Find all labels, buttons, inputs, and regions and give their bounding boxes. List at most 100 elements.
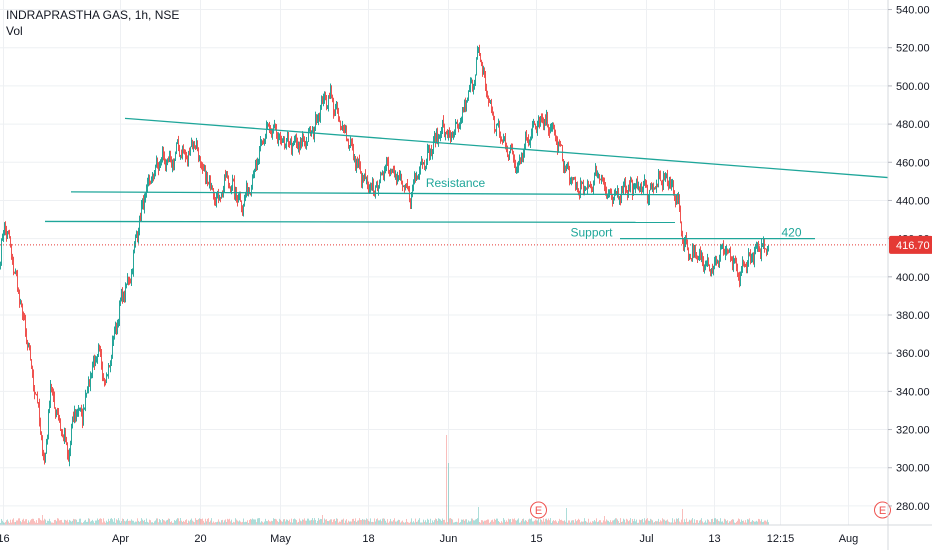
volume-bar [653,522,654,525]
volume-bar [519,522,520,525]
volume-bar [219,521,220,525]
volume-bar [155,520,156,525]
volume-bar [734,522,735,525]
annotation-label: 420 [781,226,801,240]
volume-bar [457,522,458,525]
trend-lines[interactable] [44,117,889,240]
volume-bar [142,519,143,525]
volume-bar [557,522,558,525]
volume-bar [280,519,281,525]
volume-bar [594,520,595,525]
volume-bar [553,520,554,525]
volume-bar [162,519,163,525]
volume-bar [445,522,446,525]
earnings-marker-icon[interactable] [874,501,891,519]
volume-bar [487,519,488,525]
trend-line-support[interactable] [44,220,676,224]
volume-bar [215,522,216,525]
volume-bar [301,521,302,525]
volume-bar [476,518,477,525]
volume-bar [144,519,145,525]
volume-bar [307,518,308,525]
volume-bar [496,518,497,525]
volume-bar [472,518,473,525]
volume-bar [200,518,201,525]
volume-bar [491,520,492,525]
volume-bar [136,521,137,525]
trend-line-upper[interactable] [124,117,889,179]
volume-bar [85,519,86,525]
volume-bar [530,519,531,525]
volume-bar [629,520,630,525]
volume-bar [463,519,464,525]
volume-bar [278,522,279,525]
volume-bar [510,519,511,525]
volume-bar [287,519,288,525]
volume-bar [527,521,528,525]
volume-bar [258,518,259,525]
time-axis[interactable]: 16 Apr 20 May 18 Jun 15 Jul 13 12:15 Aug [0,533,858,545]
volume-bar [71,521,72,525]
volume-bar [672,518,673,525]
volume-bar [284,519,285,525]
volume-bar [185,520,186,525]
volume-bar [116,519,117,525]
volume-bar [91,520,92,525]
volume-bar [186,519,187,525]
volume-bar [22,519,23,525]
volume-bar [175,520,176,525]
trend-line-resistance[interactable] [70,191,679,196]
x-tick-label: Apr [112,533,129,545]
volume-bar [427,518,428,525]
volume-bar [709,521,710,525]
volume-bar [332,522,333,525]
volume-bar [377,518,378,525]
volume-bar [276,519,277,525]
volume-bar [458,518,459,525]
volume-bar [179,521,180,525]
volume-bar [231,519,232,525]
price-axis[interactable]: 540.00520.00500.00480.00460.00440.00420.… [888,5,930,513]
volume-bar [544,521,545,525]
volume-bar [269,521,270,525]
volume-bar [220,522,221,525]
volume-bar [374,518,375,525]
earnings-marker-icon[interactable] [530,501,547,519]
volume-bar [62,522,63,525]
volume-bar [666,520,667,525]
volume-bar [12,519,13,525]
volume-bar [204,522,205,525]
volume-bar [455,521,456,525]
volume-bar [100,518,101,525]
volume-bar [664,519,665,525]
volume-bar [388,522,389,525]
volume-bar [291,518,292,525]
volume-bar [627,519,628,525]
volume-bar [505,521,506,525]
volume-bar [164,520,165,525]
volume-bar [201,519,202,525]
volume-bar [447,522,448,525]
volume-bar [229,518,230,525]
volume-bar [221,520,222,525]
volume-bar [564,520,565,525]
volume-bar [113,521,114,525]
volume-bar [2,520,3,525]
volume-bar [339,521,340,525]
volume-bar [633,521,634,525]
volume-bar [68,522,69,525]
volume-bar [245,521,246,525]
volume-bar [80,518,81,525]
volume-bar [759,519,760,525]
volume-bar [724,518,725,525]
volume-bar [45,519,46,525]
volume-bar [448,463,449,525]
volume-bar [464,520,465,525]
volume-bar [115,522,116,525]
volume-bar [15,521,16,525]
volume-bar [292,522,293,525]
volume-bar [270,521,271,525]
volume-bar [261,521,262,525]
